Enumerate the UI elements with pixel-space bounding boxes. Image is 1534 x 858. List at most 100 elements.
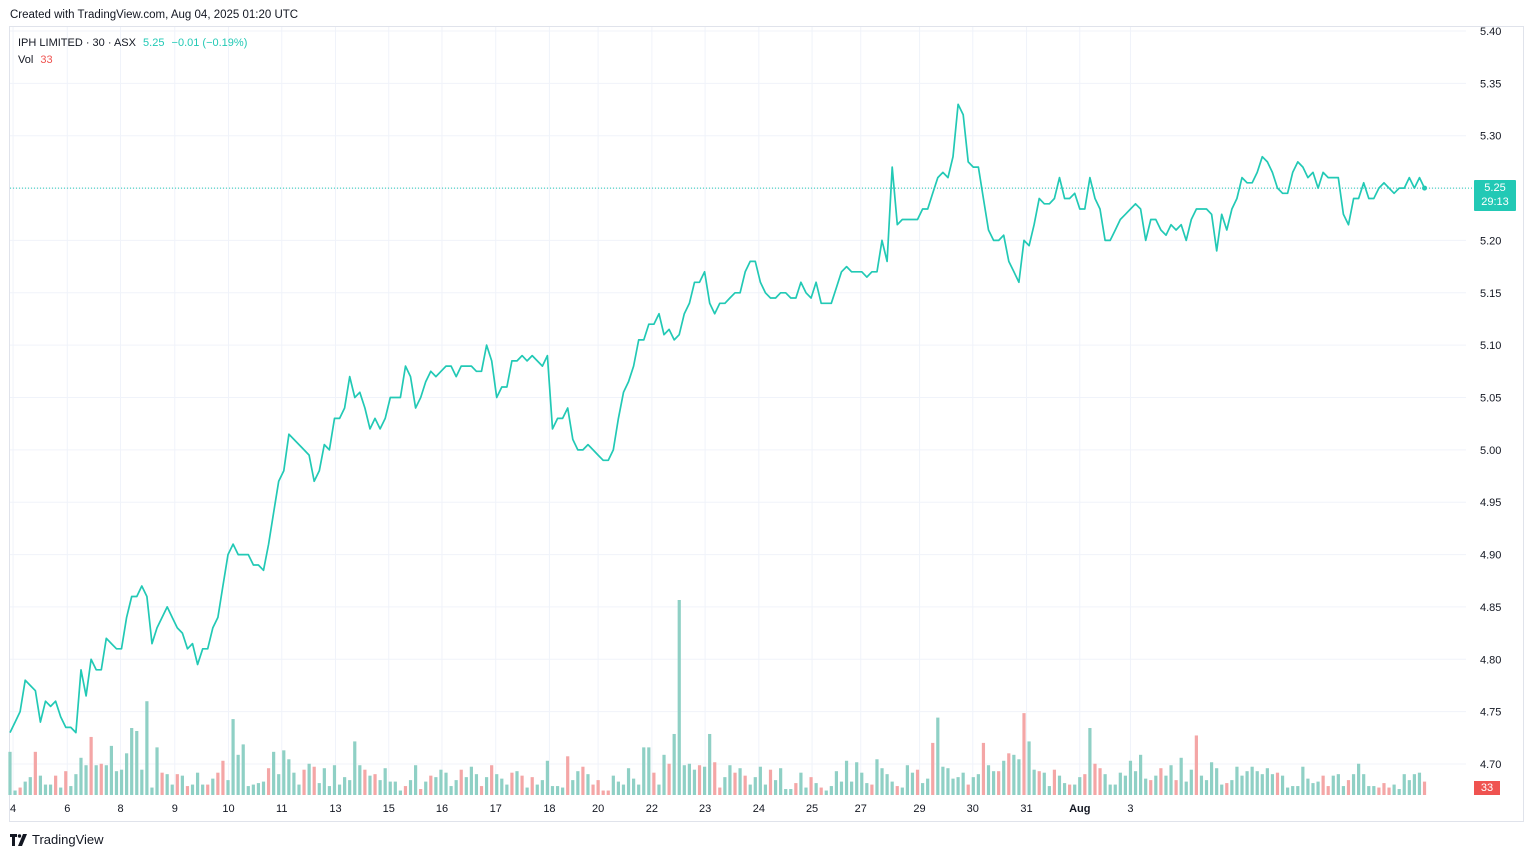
volume-bar [1123,775,1127,795]
volume-bar [449,786,453,795]
x-tick-label: 8 [117,803,123,815]
x-tick-label: 20 [592,803,604,815]
volume-bar [905,765,909,795]
x-tick-label: 22 [646,803,658,815]
volume-bar [1387,787,1391,795]
x-tick-label: 16 [436,803,448,815]
volume-bar [672,733,676,795]
x-axis-labels: 4 6 8 9 10 11 13 15 16 17 18 20 22 23 24 25 27 29 30 31 Aug 3 [10,803,1134,815]
x-tick-label: 31 [1020,803,1032,815]
legend-volume-row: Vol 33 [18,52,247,69]
volume-bar [510,772,514,795]
volume-bar [388,781,392,795]
volume-bar [1042,772,1046,795]
volume-bar [1128,760,1133,795]
volume-bar [337,784,342,795]
volume-bar [165,774,169,795]
volume-bar [1255,771,1259,795]
volume-bar [591,784,595,795]
volume-bar [834,771,839,795]
volume-bar [322,768,326,795]
volume-bar [48,784,53,795]
volume-bar [1108,784,1112,795]
volume-bar [277,774,281,795]
volume-bar [226,780,230,795]
volume-bar [637,784,641,795]
volume-bar [1068,784,1072,795]
volume-bar [784,789,788,795]
volume-bar [1139,754,1143,795]
volume-bar [844,760,849,795]
volume-bar [758,766,762,795]
volume-bar [175,774,179,795]
volume-bar [915,769,920,795]
volume-bar [515,771,519,795]
last-price-tag-value: 5.25 [1484,182,1506,194]
volume-bar [221,760,225,795]
volume-bar [474,774,479,795]
volume-bar [1275,772,1280,795]
created-with-text: Created with TradingView.com, Aug 04, 20… [10,9,299,21]
volume-bar [829,786,833,795]
volume-bar [1316,781,1320,795]
volume-bar [1286,787,1290,795]
volume-bar [348,780,352,795]
y-tick-label: 4.70 [1480,759,1501,771]
volume-bar [378,780,382,795]
volume-bar [1073,784,1077,795]
y-tick-label: 5.10 [1480,340,1501,352]
volume-bar [1133,771,1138,795]
tradingview-brand[interactable]: TradingView [10,832,104,847]
x-tick-label: 13 [329,803,341,815]
volume-bar [1103,774,1107,795]
volume-bar [885,774,889,795]
volume-bar [540,780,544,795]
price-line [9,103,1426,734]
volume-bar [581,766,585,795]
volume-bar [190,784,195,795]
volume-bar [307,763,311,795]
x-tick-label: 23 [699,803,711,815]
volume-bar [910,772,915,795]
volume-bar [1412,774,1416,795]
volume-bar [261,781,266,795]
volume-bar [870,784,874,795]
volume-bar [997,771,1001,795]
volume-bar [880,768,884,795]
volume-bar [986,765,991,795]
volume-bar [8,751,12,795]
volume-bar [1407,780,1411,795]
volume-bar [763,784,768,795]
volume-bar [1199,775,1204,795]
volume-bar [713,762,717,795]
chart-area[interactable] [9,26,1524,822]
volume-bar [1417,772,1422,795]
volume-bar [667,763,671,795]
volume-bar [1012,754,1016,795]
volume-bar [125,753,129,795]
volume-bar [1159,768,1163,795]
volume-bar [961,772,965,795]
volume-bar [343,777,347,795]
volume-bar [429,775,433,795]
volume-bar [545,760,550,795]
x-tick-label: 25 [806,803,818,815]
volume-bar [773,780,778,795]
volume-bar [297,784,301,795]
volume-bar [408,780,413,795]
volume-bar [1098,768,1102,795]
volume-bar [383,768,387,795]
volume-bar [292,772,296,795]
volume-bar [424,781,428,795]
x-tick-label: 30 [967,803,979,815]
volume-bar [1397,789,1401,795]
volume-bar [419,789,423,795]
volume-bar [1002,760,1006,795]
volume-bar [1280,775,1285,795]
volume-bar [459,769,463,795]
volume-bar [185,786,190,795]
volume-bar [1078,777,1082,795]
volume-bar [921,783,925,795]
volume-bar [495,774,499,795]
